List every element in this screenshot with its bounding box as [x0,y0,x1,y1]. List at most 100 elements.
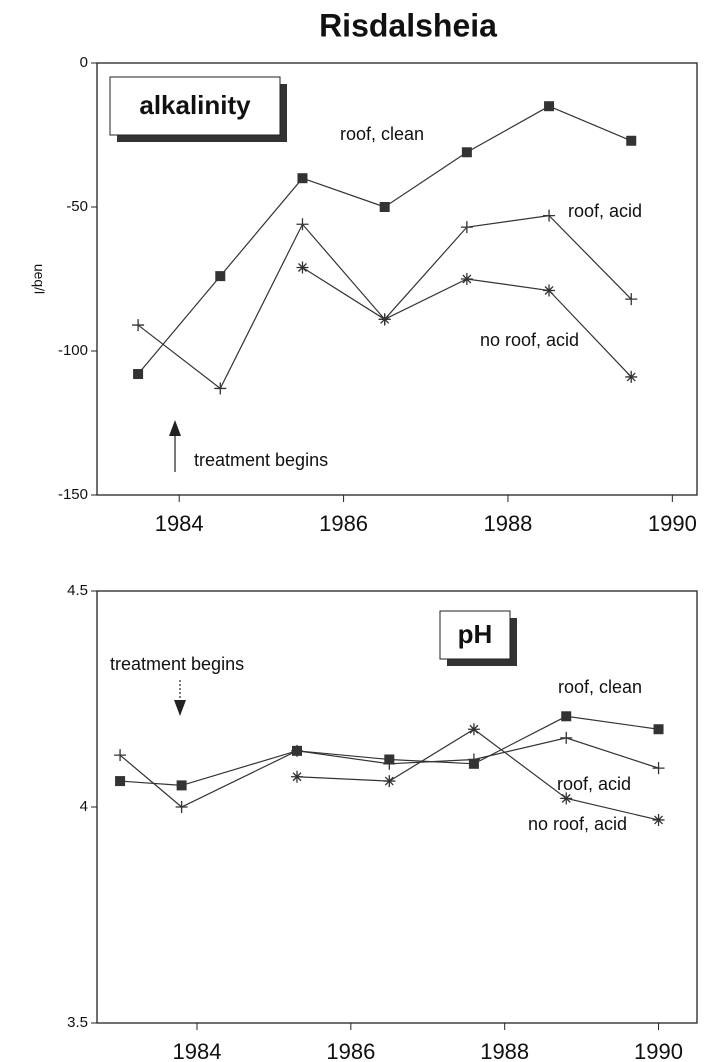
data-point [296,261,309,274]
y-tick-label: -50 [66,198,88,215]
data-point [467,723,480,736]
figure-title: Risdalsheia [319,7,497,43]
data-point [379,202,390,212]
marker-plus [625,293,638,306]
y-tick-label: -150 [58,486,88,503]
data-point [626,135,637,146]
marker-plus [296,218,309,231]
x-tick-label: 1986 [319,511,368,536]
series-line [119,737,659,808]
marker-star [383,775,396,788]
data-point [215,271,226,282]
data-point [296,218,309,231]
marker-square [176,780,187,791]
series-label: roof, acid [557,774,631,794]
data-point [543,284,556,297]
y-tick-label: -100 [58,342,88,359]
data-point [460,273,473,285]
marker-square [115,776,126,787]
series-label: no roof, acid [480,330,579,350]
y-tick-label: 0 [80,54,88,71]
series-line [137,215,632,390]
series-label: roof, clean [558,677,642,697]
data-point [133,369,144,380]
data-point [561,711,572,722]
data-point [461,147,472,158]
y-tick-label: 3.5 [67,1014,88,1031]
series-label: no roof, acid [528,814,627,834]
marker-star [291,770,303,783]
marker-plus [132,319,145,332]
marker-plus [543,209,556,222]
series-label: roof, acid [568,201,642,221]
data-point [543,209,556,222]
annotation: treatment begins [110,654,244,674]
data-point [460,221,473,234]
data-point [383,757,396,770]
y-tick-label: 4.5 [67,582,88,599]
marker-star [543,284,556,297]
marker-star [296,261,309,274]
marker-plus [291,744,303,757]
title-box [109,76,281,136]
marker-square [544,101,555,112]
data-point [175,801,188,813]
data-point [467,753,480,766]
annotation: treatment begins [194,450,328,470]
data-point [115,776,126,787]
marker-square [215,271,226,282]
marker-square [626,135,637,146]
marker-star [652,813,665,826]
x-tick-label: 1984 [155,511,204,536]
marker-square [461,147,472,158]
x-tick-label: 1988 [480,1039,529,1062]
data-point [114,749,127,762]
data-point [383,775,396,788]
panel-title: alkalinity [139,90,251,120]
data-point [297,173,308,184]
plot-frame [96,62,698,496]
data-point [214,382,227,395]
x-tick-label: 1984 [173,1039,222,1062]
marker-square [297,173,308,184]
data-point [544,101,555,112]
marker-star [460,273,473,285]
marker-plus [560,731,573,744]
marker-plus [460,221,473,234]
y-axis-label: ueq/l [31,264,47,294]
data-point [560,792,573,805]
data-point [560,731,573,744]
marker-square [653,724,664,735]
data-point [652,813,665,826]
x-tick-label: 1990 [648,511,697,536]
data-point [652,762,665,775]
marker-star [625,370,638,383]
data-point [625,293,638,306]
x-tick-label: 1988 [483,511,532,536]
marker-plus [383,757,396,770]
marker-plus [214,382,227,395]
x-tick-label: 1990 [634,1039,683,1062]
series-label: roof, clean [340,124,424,144]
marker-square [133,369,144,380]
data-point [291,770,303,783]
panel-title: pH [458,619,493,649]
marker-plus [175,801,188,813]
y-tick-label: 4 [80,798,88,815]
arrow-head [174,700,186,716]
data-point [132,319,145,332]
marker-plus [652,762,665,775]
marker-star [378,313,391,326]
arrow-head [169,420,181,436]
marker-plus [114,749,127,762]
title-box [439,610,511,660]
data-point [176,780,187,791]
marker-square [561,711,572,722]
marker-star [560,792,573,805]
marker-plus [467,753,480,766]
marker-square [379,202,390,212]
data-point [653,724,664,735]
marker-star [467,723,480,736]
x-tick-label: 1986 [326,1039,375,1062]
